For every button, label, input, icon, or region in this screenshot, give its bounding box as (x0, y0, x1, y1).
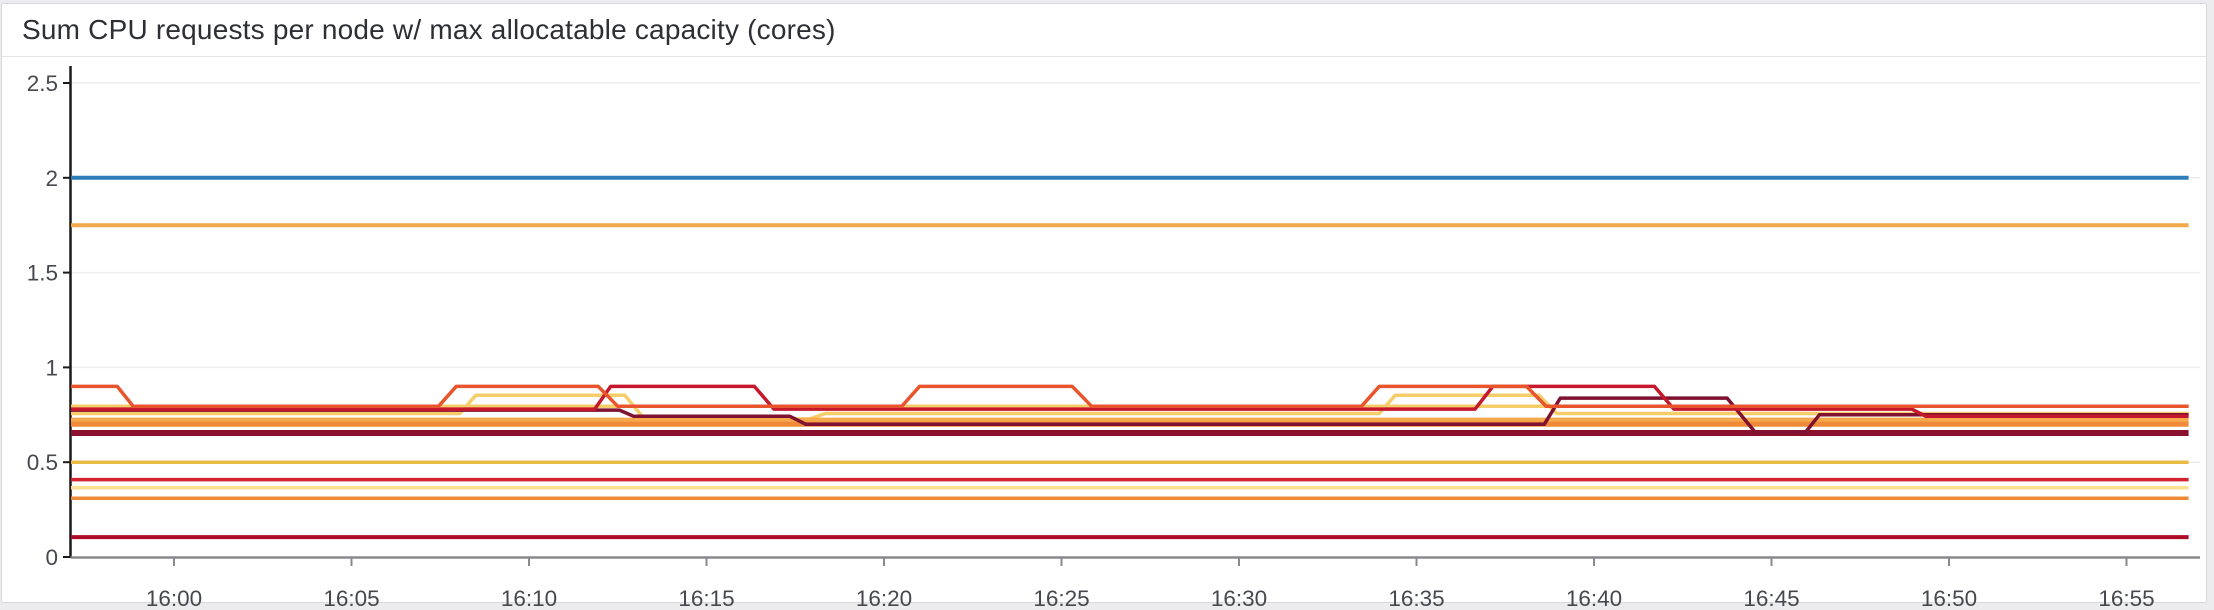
x-tick-label: 16:55 (2098, 586, 2154, 610)
axis-lines (63, 66, 2200, 566)
x-tick-label: 16:50 (1921, 586, 1977, 610)
x-tick-label: 16:45 (1743, 586, 1799, 610)
x-tick-label: 16:25 (1033, 586, 1089, 610)
y-tick-label: 0.5 (27, 450, 58, 475)
panel-title[interactable]: Sum CPU requests per node w/ max allocat… (22, 14, 836, 45)
y-tick-label: 2.5 (27, 71, 58, 96)
y-tick-label: 1.5 (27, 261, 58, 286)
y-tick-label: 1 (45, 355, 58, 380)
x-tick-label: 16:40 (1566, 586, 1622, 610)
x-tick-label: 16:10 (501, 586, 557, 610)
axis-tick-labels: 16:00 16:05 16:10 16:15 16:20 16:25 16:30 16:35… (27, 71, 2155, 610)
y-tick-label: 2 (45, 166, 58, 191)
x-tick-label: 16:30 (1211, 586, 1267, 610)
series-line-pale-yellow-step (71, 393, 2189, 421)
chart-plot-area[interactable] (72, 66, 2200, 557)
x-tick-label: 16:05 (323, 586, 379, 610)
panel-header: Sum CPU requests per node w/ max allocat… (2, 4, 2206, 57)
series-line-crimson-step (71, 384, 2189, 419)
y-tick-label: 0 (45, 545, 58, 570)
series-lines (71, 175, 2189, 540)
x-tick-label: 16:00 (146, 586, 202, 610)
series-line-tomato-step (71, 384, 2189, 409)
x-tick-label: 16:20 (856, 586, 912, 610)
series-line-maroon-step (71, 396, 2189, 435)
x-tick-label: 16:15 (678, 586, 734, 610)
chart-panel: Sum CPU requests per node w/ max allocat… (1, 3, 2207, 603)
x-tick-label: 16:35 (1388, 586, 1444, 610)
